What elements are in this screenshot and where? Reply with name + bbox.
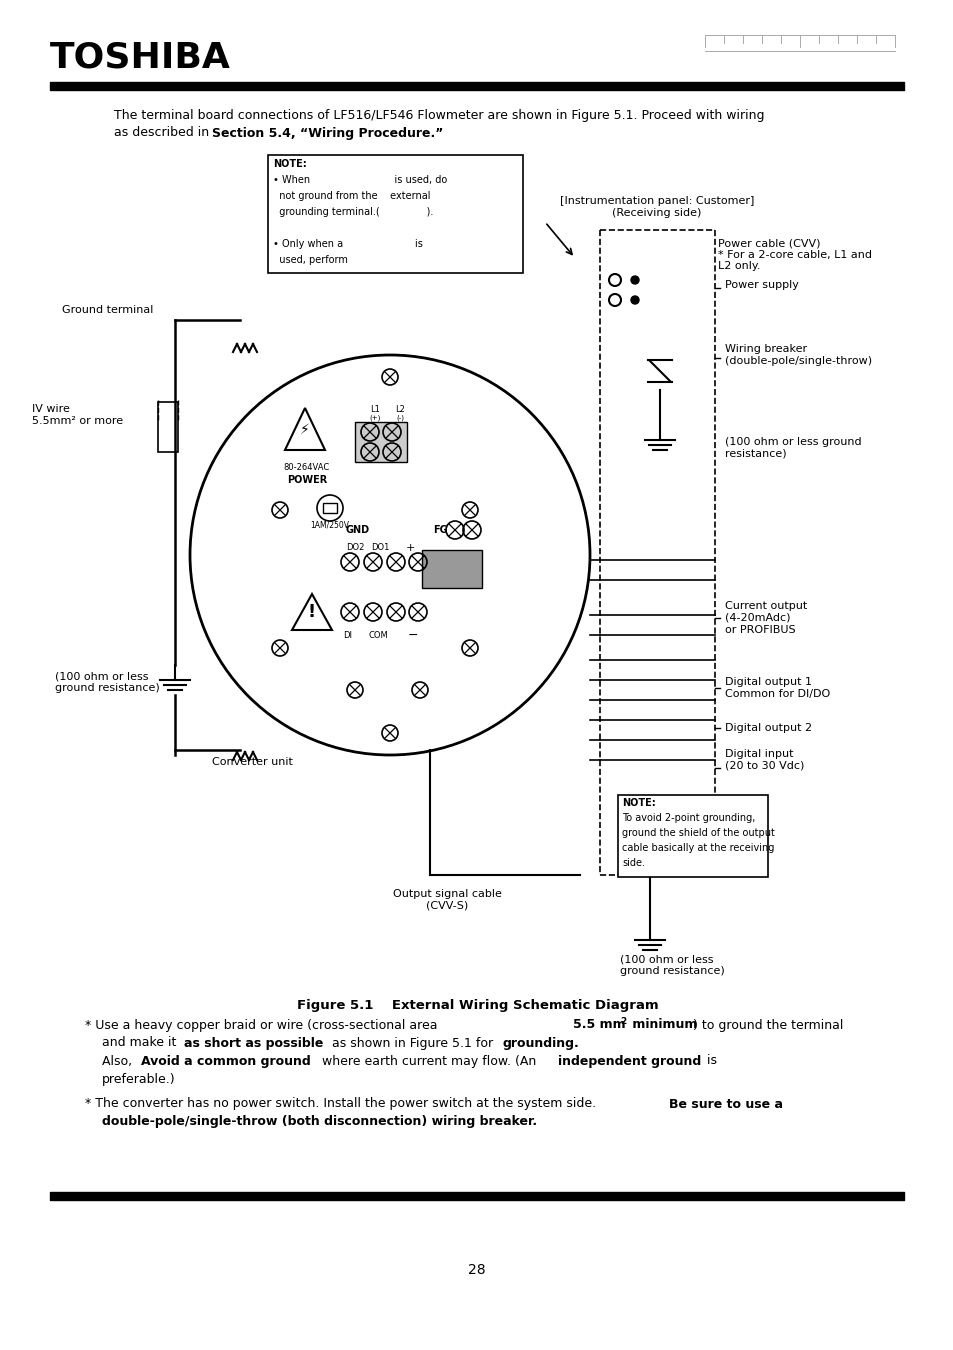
- Text: COM: COM: [368, 630, 388, 640]
- Text: 5.5 mm: 5.5 mm: [573, 1018, 625, 1031]
- Text: where earth current may flow. (An: where earth current may flow. (An: [317, 1054, 539, 1068]
- Text: as described in: as described in: [113, 127, 213, 139]
- Text: Digital output 2: Digital output 2: [724, 724, 811, 733]
- Text: grounding.: grounding.: [502, 1037, 579, 1049]
- Text: Output signal cable
(CVV-S): Output signal cable (CVV-S): [392, 890, 501, 911]
- Bar: [355, 423, 407, 462]
- Text: minimum: minimum: [627, 1018, 697, 1031]
- Text: To avoid 2-point grounding,: To avoid 2-point grounding,: [621, 813, 755, 823]
- Text: −: −: [407, 629, 417, 641]
- Text: 28: 28: [468, 1264, 485, 1277]
- Text: ⚡: ⚡: [300, 423, 310, 437]
- Text: DO1: DO1: [371, 544, 389, 552]
- Text: L1: L1: [370, 405, 379, 414]
- Text: NOTE:: NOTE:: [621, 798, 655, 809]
- Text: independent ground: independent ground: [558, 1054, 700, 1068]
- Text: Digital output 1
Common for DI/DO: Digital output 1 Common for DI/DO: [724, 678, 829, 699]
- Text: not ground from the    external: not ground from the external: [273, 190, 430, 201]
- Bar: [268, 155, 522, 273]
- Text: preferable.): preferable.): [102, 1072, 175, 1085]
- Text: (100 ohm or less ground
resistance): (100 ohm or less ground resistance): [724, 437, 861, 459]
- Text: NOTE:: NOTE:: [273, 159, 307, 169]
- Text: +: +: [405, 543, 415, 554]
- Text: Be sure to use a: Be sure to use a: [668, 1098, 782, 1111]
- Text: (+): (+): [369, 414, 380, 421]
- Text: Avoid a common ground: Avoid a common ground: [141, 1054, 311, 1068]
- Text: Power cable (CVV)
* For a 2-core cable, L1 and
L2 only.: Power cable (CVV) * For a 2-core cable, …: [718, 238, 871, 271]
- Text: TOSHIBA: TOSHIBA: [50, 40, 231, 76]
- Text: grounding terminal.(               ).: grounding terminal.( ).: [273, 207, 433, 217]
- Text: * The converter has no power switch. Install the power switch at the system side: * The converter has no power switch. Ins…: [85, 1098, 599, 1111]
- Text: ) to ground the terminal: ) to ground the terminal: [692, 1018, 842, 1031]
- Text: Converter unit: Converter unit: [212, 757, 293, 767]
- Text: Power supply: Power supply: [724, 279, 798, 290]
- Text: IV wire
5.5mm² or more: IV wire 5.5mm² or more: [32, 404, 123, 425]
- Text: • Only when a                       is: • Only when a is: [273, 239, 422, 248]
- Text: 2: 2: [619, 1017, 625, 1026]
- Text: and make it: and make it: [102, 1037, 180, 1049]
- Text: L2: L2: [395, 405, 404, 414]
- Text: (100 ohm or less
ground resistance): (100 ohm or less ground resistance): [619, 954, 724, 976]
- Text: [Instrumentation panel: Customer]
(Receiving side): [Instrumentation panel: Customer] (Recei…: [559, 196, 754, 217]
- Circle shape: [630, 275, 639, 284]
- Bar: [421, 549, 481, 589]
- Text: double-pole/single-throw (both disconnection) wiring breaker.: double-pole/single-throw (both disconnec…: [102, 1115, 537, 1129]
- Text: Also,: Also,: [102, 1054, 136, 1068]
- Text: 80-264VAC: 80-264VAC: [284, 463, 330, 472]
- Text: Section 5.4, “Wiring Procedure.”: Section 5.4, “Wiring Procedure.”: [212, 127, 443, 139]
- Text: (-): (-): [395, 414, 403, 421]
- Text: !: !: [308, 603, 315, 621]
- Text: used, perform: used, perform: [273, 255, 348, 265]
- Bar: [323, 504, 336, 513]
- Circle shape: [630, 296, 639, 304]
- Text: DI: DI: [343, 630, 352, 640]
- Text: cable basically at the receiving: cable basically at the receiving: [621, 842, 774, 853]
- Text: Ground terminal: Ground terminal: [62, 305, 153, 315]
- Text: * Use a heavy copper braid or wire (cross-sectional area: * Use a heavy copper braid or wire (cros…: [85, 1018, 441, 1031]
- Text: 1AM/250V: 1AM/250V: [310, 521, 349, 529]
- Text: The terminal board connections of LF516/LF546 Flowmeter are shown in Figure 5.1.: The terminal board connections of LF516/…: [113, 108, 763, 122]
- Text: FG: FG: [433, 525, 447, 535]
- Text: Wiring breaker
(double-pole/single-throw): Wiring breaker (double-pole/single-throw…: [724, 344, 871, 366]
- Text: GND: GND: [346, 525, 370, 535]
- Text: DO2: DO2: [345, 544, 364, 552]
- Text: as shown in Figure 5.1 for: as shown in Figure 5.1 for: [328, 1037, 497, 1049]
- Text: (100 ohm or less
ground resistance): (100 ohm or less ground resistance): [55, 671, 159, 693]
- Text: Figure 5.1    External Wiring Schematic Diagram: Figure 5.1 External Wiring Schematic Dia…: [297, 999, 659, 1011]
- Text: Digital input
(20 to 30 Vdc): Digital input (20 to 30 Vdc): [724, 749, 803, 771]
- Bar: [618, 795, 767, 878]
- Text: ground the shield of the output: ground the shield of the output: [621, 828, 774, 838]
- Text: • When                           is used, do: • When is used, do: [273, 176, 447, 185]
- Text: Current output
(4-20mAdc)
or PROFIBUS: Current output (4-20mAdc) or PROFIBUS: [724, 601, 806, 634]
- Text: side.: side.: [621, 859, 644, 868]
- Text: POWER: POWER: [287, 475, 327, 485]
- Text: as short as possible: as short as possible: [184, 1037, 323, 1049]
- Text: is: is: [702, 1054, 717, 1068]
- Bar: [158, 402, 178, 452]
